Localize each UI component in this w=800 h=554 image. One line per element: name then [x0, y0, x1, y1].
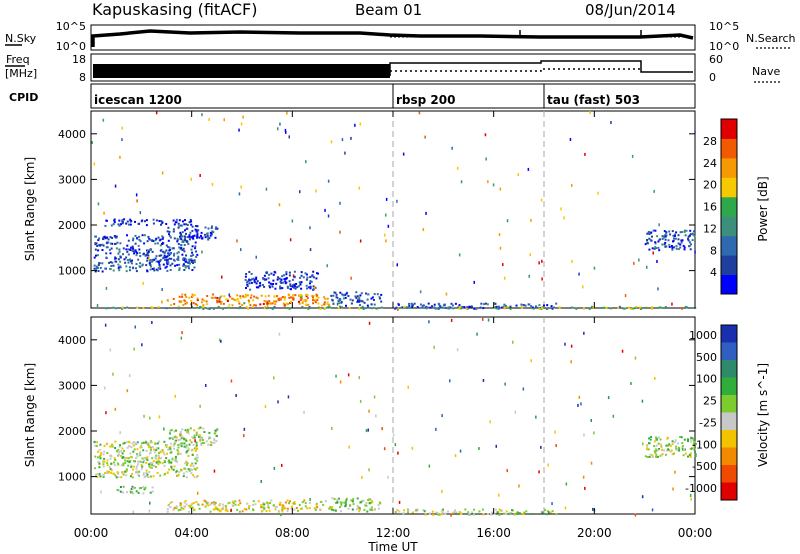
colorbar-tick-label: 1000	[689, 329, 717, 342]
station-title: Kapuskasing (fitACF)	[92, 0, 257, 19]
scatter-region	[644, 229, 696, 252]
power-colorbar-label: Power [dB]	[756, 176, 770, 241]
x-tick-label: 16:00	[476, 526, 511, 540]
noise-sky-label: N.Sky	[5, 32, 37, 45]
scatter-region	[331, 497, 382, 513]
y-tick-label: 1000	[58, 471, 86, 484]
colorbar-tick-label: -25	[699, 416, 717, 429]
colorbar-swatch	[721, 216, 737, 237]
scatter-region	[166, 499, 333, 513]
colorbar-swatch	[721, 119, 737, 139]
colorbar-tick-label: -1000	[685, 482, 717, 495]
colorbar-tick-label: 4	[710, 266, 717, 279]
date-title: 08/Jun/2014	[585, 1, 676, 19]
cpid-panel: CPID icescan 1200 rbsp 200 tau (fast) 503	[9, 83, 696, 109]
noise-right-tick-bottom: 10^0	[709, 40, 739, 53]
scatter-region	[394, 508, 558, 516]
y-tick-label: 3000	[58, 379, 86, 392]
colorbar-swatch	[721, 235, 737, 256]
freq-left-tick-bottom: 8	[79, 71, 86, 84]
velocity-panel: 1000 2000 3000 4000 Slant Range [km] 1000 50…	[23, 316, 770, 517]
nave-right-tick-bottom: 0	[709, 71, 716, 84]
y-tick-label: 2000	[58, 425, 86, 438]
y-tick-label: 4000	[58, 334, 86, 347]
x-tick-label: 08:00	[275, 526, 310, 540]
colorbar-swatch	[721, 412, 737, 431]
power-panel: 1000 2000 3000 4000 Slant Range [km] 4 8 12 16…	[23, 110, 770, 311]
cpid-segment-label: icescan 1200	[94, 93, 182, 107]
y-tick-label: 4000	[58, 128, 86, 141]
noise-left-tick-bottom: 10^0	[56, 40, 86, 53]
scatter-region	[168, 426, 219, 447]
scatter-region	[166, 293, 331, 307]
colorbar-swatch	[721, 325, 737, 343]
noise-right-tick-top: 10^5	[709, 20, 739, 33]
colorbar-tick-label: -500	[692, 460, 717, 473]
colorbar-tick-label: 16	[703, 201, 717, 214]
colorbar-swatch	[721, 157, 737, 178]
sparse-echoes	[100, 317, 692, 517]
colorbar-swatch	[721, 482, 737, 501]
colorbar-swatch	[721, 255, 737, 276]
colorbar-tick-label: 500	[696, 351, 717, 364]
colorbar-swatch	[721, 177, 737, 198]
noise-panel: N.Sky 10^5 10^0 10^5 10^0 N.Search	[5, 20, 796, 53]
x-tick-label: 00:00	[678, 526, 713, 540]
colorbar-tick-label: 100	[696, 373, 717, 386]
colorbar-swatch	[721, 138, 737, 159]
colorbar-tick-label: 25	[703, 395, 717, 408]
scatter-region	[394, 302, 558, 310]
y-tick-label: 1000	[58, 265, 86, 278]
colorbar-swatch	[721, 465, 737, 483]
colorbar-tick-label: -100	[692, 438, 717, 451]
colorbar-swatch	[721, 430, 737, 448]
sparse-echoes	[91, 111, 696, 311]
y-tick-label: 2000	[58, 219, 86, 232]
colorbar-tick-label: 20	[703, 179, 717, 192]
frequency-panel: Freq [MHz] 18 8 60 0 Nave	[5, 53, 780, 84]
freq-left-tick-top: 18	[72, 53, 86, 66]
cpid-segment-label: tau (fast) 503	[547, 93, 640, 107]
scatter-region	[116, 485, 154, 495]
scatter-region	[244, 270, 319, 291]
x-tick-label: 12:00	[376, 526, 411, 540]
colorbar-tick-label: 12	[703, 222, 717, 235]
y-tick-label: 3000	[58, 173, 86, 186]
noise-sky-trace	[91, 29, 694, 47]
cpid-label: CPID	[9, 91, 38, 104]
x-tick-label: 00:00	[74, 526, 109, 540]
scatter-region	[104, 218, 193, 227]
velocity-colorbar-label: Velocity [m s^-1]	[756, 363, 770, 467]
scatter-region	[330, 291, 383, 307]
cpid-segment-label: rbsp 200	[396, 93, 455, 107]
power-ylabel: Slant Range [km]	[23, 157, 37, 261]
x-tick-label: 20:00	[577, 526, 612, 540]
nave-trace	[389, 60, 693, 76]
nave-label: Nave	[752, 65, 780, 78]
x-tick-label: 04:00	[174, 526, 209, 540]
colorbar-swatch	[721, 447, 737, 466]
freq-band-icescan	[93, 64, 390, 78]
colorbar-swatch	[721, 360, 737, 378]
colorbar-swatch	[721, 342, 737, 361]
scatter-region	[644, 436, 697, 458]
colorbar-tick-label: 8	[710, 244, 717, 257]
velocity-ylabel: Slant Range [km]	[23, 363, 37, 467]
colorbar-swatch	[721, 196, 737, 217]
colorbar-tick-label: 28	[703, 135, 717, 148]
x-axis-title: Time UT	[367, 540, 418, 554]
colorbar-tick-label: 24	[703, 157, 717, 170]
freq-label: Freq	[6, 53, 30, 66]
scatter-region	[93, 234, 199, 273]
beam-title: Beam 01	[355, 1, 422, 19]
nave-right-tick-top: 60	[709, 53, 723, 66]
noise-left-tick-top: 10^5	[56, 20, 86, 33]
freq-unit-label: [MHz]	[5, 67, 37, 80]
noise-search-label: N.Search	[746, 32, 796, 45]
colorbar-swatch	[721, 377, 737, 396]
colorbar-swatch	[721, 395, 737, 413]
colorbar-swatch	[721, 274, 737, 295]
scatter-region	[93, 440, 199, 479]
